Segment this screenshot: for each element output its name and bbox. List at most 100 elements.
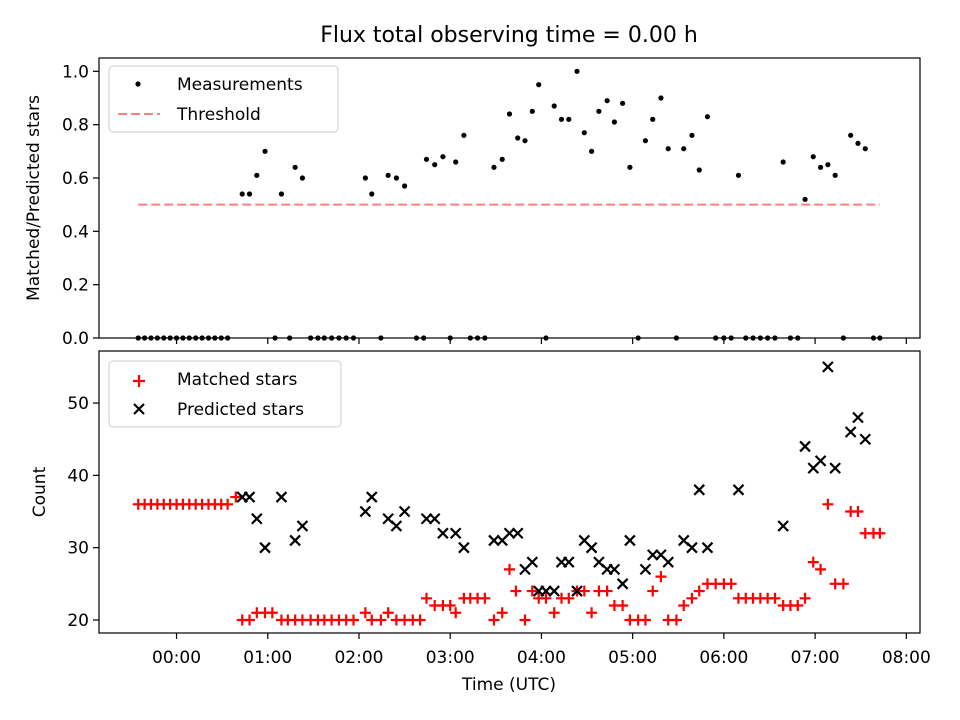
measurement-point	[461, 132, 467, 138]
predicted-star-point	[243, 491, 256, 503]
measurement-point	[650, 116, 656, 122]
matched-star-point	[563, 592, 575, 604]
top-y-tick-label: 0.8	[62, 116, 89, 136]
matched-star-point	[874, 527, 886, 539]
matched-star-point	[244, 614, 256, 626]
measurement-point	[780, 159, 786, 165]
top-plot-frame	[98, 57, 921, 339]
predicted-star-point	[693, 484, 706, 496]
legend-measurements-label: Measurements	[177, 75, 303, 95]
predicted-star-point	[511, 527, 524, 539]
matched-star-point	[382, 607, 394, 619]
measurement-point	[817, 164, 824, 170]
matched-star-point	[678, 600, 690, 612]
matched-star-point	[852, 506, 864, 518]
matched-star-point	[488, 614, 500, 626]
top-y-tick-label: 0.6	[62, 169, 89, 189]
measurement-point	[589, 148, 595, 154]
bottom-x-tick-label: 05:00	[608, 648, 657, 668]
predicted-star-point	[296, 520, 309, 532]
measurement-point	[855, 140, 861, 146]
matched-star-point	[686, 592, 698, 604]
bottom-x-tick-label: 07:00	[791, 648, 840, 668]
measurement-point	[689, 132, 695, 138]
matched-star-point	[230, 491, 242, 503]
matched-star-point	[444, 600, 456, 612]
predicted-star-point	[449, 527, 462, 539]
measurement-point	[611, 119, 618, 125]
matched-star-point	[540, 592, 552, 604]
measurement-point	[620, 100, 626, 106]
top-x-ticks	[175, 338, 907, 344]
matched-star-point	[526, 585, 538, 597]
measurement-point	[574, 68, 580, 74]
measurement-point	[825, 162, 831, 168]
legend-predicted-marker	[133, 403, 145, 415]
predicted-star-point	[822, 361, 834, 373]
measurement-point	[681, 146, 687, 152]
bottom-x-axis-label: Time (UTC)	[461, 675, 556, 695]
matched-star-point	[548, 607, 560, 619]
matched-star-point	[799, 592, 811, 604]
matched-star-point	[693, 585, 705, 597]
matched-star-point	[450, 607, 462, 619]
measurement-point	[522, 138, 528, 144]
predicted-star-point	[686, 541, 698, 554]
matched-star-point	[496, 607, 508, 619]
bottom-x-tick-label: 02:00	[334, 648, 383, 668]
measurement-point	[369, 191, 375, 197]
measurement-point	[299, 175, 306, 181]
measurement-point	[581, 130, 587, 136]
measurement-point	[536, 82, 542, 88]
measurement-point	[802, 196, 808, 202]
predicted-star-point	[852, 411, 864, 424]
measurement-point	[832, 172, 838, 178]
top-y-tick-label: 1.0	[62, 62, 89, 82]
top-y-tick-label: 0.4	[62, 222, 89, 242]
bottom-x-tick-label: 06:00	[699, 648, 748, 668]
top-y-ticks: 0.0 0.2 0.4 0.6 0.8 1.0	[62, 62, 99, 349]
matched-star-point	[601, 585, 613, 597]
predicted-star-point	[777, 520, 789, 532]
bottom-x-ticks: 00:00 01:00 02:00 03:00 04:00 05:00 06:00 07:00…	[152, 633, 931, 668]
matched-star-point	[725, 578, 737, 590]
top-y-tick-label: 0.2	[62, 276, 89, 296]
measurement-point	[696, 167, 702, 173]
measurement-point	[735, 172, 742, 178]
matched-star-point	[617, 600, 629, 612]
predicted-star-point	[639, 563, 652, 576]
measurement-point	[515, 135, 521, 141]
predicted-star-point	[251, 512, 263, 525]
bottom-y-axis-label: Count	[30, 466, 50, 517]
bottom-y-tick-label: 20	[67, 611, 89, 631]
matched-star-point	[670, 614, 682, 626]
predicted-star-point	[359, 505, 372, 518]
matched-star-point	[479, 592, 491, 604]
bottom-legend: Matched stars Predicted stars	[108, 360, 342, 428]
matched-star-point	[639, 614, 651, 626]
bottom-y-tick-label: 30	[67, 539, 89, 559]
legend-threshold-label: Threshold	[176, 105, 261, 125]
matched-star-point	[822, 498, 834, 510]
matched-star-point	[647, 585, 659, 597]
measurement-point	[658, 95, 664, 101]
predicted-star-point	[662, 556, 675, 568]
measurement-point	[566, 116, 572, 122]
top-legend: Measurements Threshold	[108, 65, 339, 133]
bottom-plot-frame	[98, 350, 921, 634]
bottom-x-tick-label: 00:00	[152, 648, 201, 668]
predicted-star-point	[585, 541, 598, 554]
measurement-point	[529, 108, 535, 114]
matched-star-point	[655, 571, 667, 583]
predicted-star-point	[608, 563, 621, 576]
matched-star-point	[837, 578, 849, 590]
predicted-star-point	[365, 491, 378, 503]
matched-star-point	[586, 607, 598, 619]
legend-matched-label: Matched stars	[177, 370, 297, 390]
measurement-point	[401, 183, 408, 189]
matched-star-point	[414, 614, 426, 626]
measurement-point	[440, 154, 446, 160]
bottom-x-tick-label: 08:00	[882, 648, 931, 668]
bottom-x-tick-label: 04:00	[517, 648, 566, 668]
measurement-point	[491, 164, 497, 170]
